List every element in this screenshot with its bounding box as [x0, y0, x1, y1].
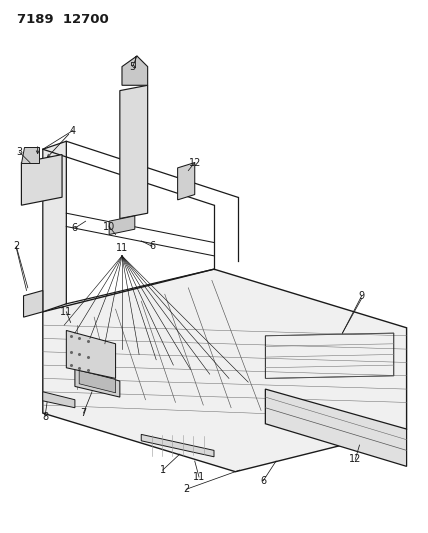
- Text: 11: 11: [116, 243, 128, 253]
- Polygon shape: [21, 147, 39, 163]
- Polygon shape: [265, 389, 407, 466]
- Polygon shape: [79, 370, 116, 393]
- Text: 12: 12: [189, 158, 201, 167]
- Polygon shape: [43, 392, 75, 408]
- Text: 6: 6: [149, 241, 155, 251]
- Polygon shape: [43, 141, 66, 312]
- Polygon shape: [66, 330, 116, 378]
- Text: 4: 4: [70, 126, 76, 135]
- Text: 7: 7: [80, 408, 86, 418]
- Polygon shape: [75, 368, 120, 397]
- Text: 2: 2: [13, 241, 19, 251]
- Polygon shape: [120, 85, 148, 219]
- Polygon shape: [43, 269, 407, 472]
- Text: 8: 8: [42, 412, 48, 422]
- Text: 3: 3: [16, 147, 22, 157]
- Text: 6: 6: [260, 476, 266, 486]
- Text: 6: 6: [72, 223, 78, 233]
- Text: 9: 9: [359, 291, 365, 301]
- Polygon shape: [122, 56, 148, 85]
- Text: 11: 11: [193, 472, 205, 482]
- Text: 2: 2: [183, 484, 189, 494]
- Text: 12: 12: [349, 455, 361, 464]
- Text: 1: 1: [160, 465, 166, 475]
- Text: 7189  12700: 7189 12700: [17, 13, 109, 26]
- Text: 10: 10: [103, 222, 115, 231]
- Polygon shape: [178, 163, 195, 200]
- Polygon shape: [109, 216, 135, 235]
- Polygon shape: [141, 434, 214, 457]
- Text: 11: 11: [60, 307, 72, 317]
- Text: 5: 5: [130, 62, 136, 71]
- Polygon shape: [24, 290, 43, 317]
- Polygon shape: [21, 155, 62, 205]
